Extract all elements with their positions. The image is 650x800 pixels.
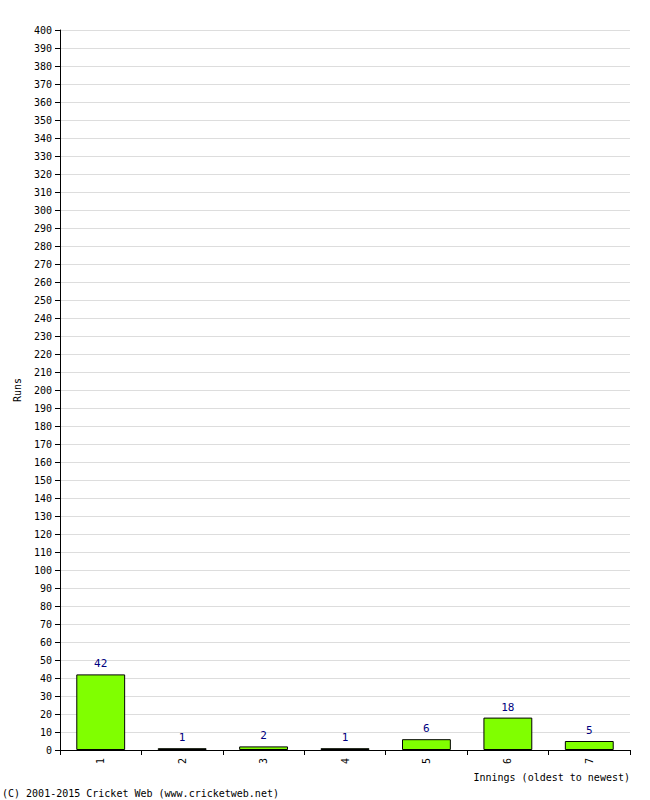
svg-text:1: 1 xyxy=(342,731,349,744)
svg-text:220: 220 xyxy=(34,349,52,360)
svg-text:230: 230 xyxy=(34,331,52,342)
svg-text:0: 0 xyxy=(46,745,52,756)
svg-text:130: 130 xyxy=(34,511,52,522)
svg-text:6: 6 xyxy=(502,758,513,764)
svg-text:110: 110 xyxy=(34,547,52,558)
svg-text:4: 4 xyxy=(340,758,351,764)
svg-text:160: 160 xyxy=(34,457,52,468)
svg-text:42: 42 xyxy=(94,657,107,670)
svg-text:370: 370 xyxy=(34,79,52,90)
svg-text:360: 360 xyxy=(34,97,52,108)
svg-text:3: 3 xyxy=(258,758,269,764)
svg-text:50: 50 xyxy=(40,655,52,666)
svg-text:340: 340 xyxy=(34,133,52,144)
svg-text:200: 200 xyxy=(34,385,52,396)
svg-text:1: 1 xyxy=(179,731,186,744)
svg-text:7: 7 xyxy=(584,758,595,764)
svg-text:120: 120 xyxy=(34,529,52,540)
svg-text:290: 290 xyxy=(34,223,52,234)
svg-text:2: 2 xyxy=(177,758,188,764)
svg-text:Runs: Runs xyxy=(12,378,23,402)
svg-text:380: 380 xyxy=(34,61,52,72)
svg-text:310: 310 xyxy=(34,187,52,198)
svg-text:390: 390 xyxy=(34,43,52,54)
svg-text:80: 80 xyxy=(40,601,52,612)
svg-text:5: 5 xyxy=(586,724,593,737)
svg-text:350: 350 xyxy=(34,115,52,126)
svg-text:6: 6 xyxy=(423,722,430,735)
svg-text:60: 60 xyxy=(40,637,52,648)
svg-text:300: 300 xyxy=(34,205,52,216)
svg-text:150: 150 xyxy=(34,475,52,486)
svg-text:2: 2 xyxy=(260,729,267,742)
svg-text:170: 170 xyxy=(34,439,52,450)
svg-text:260: 260 xyxy=(34,277,52,288)
svg-text:330: 330 xyxy=(34,151,52,162)
svg-text:5: 5 xyxy=(421,758,432,764)
svg-text:270: 270 xyxy=(34,259,52,270)
svg-text:1: 1 xyxy=(95,758,106,764)
svg-text:Innings (oldest to newest): Innings (oldest to newest) xyxy=(473,772,630,783)
svg-text:320: 320 xyxy=(34,169,52,180)
svg-text:400: 400 xyxy=(34,25,52,36)
svg-text:140: 140 xyxy=(34,493,52,504)
svg-text:30: 30 xyxy=(40,691,52,702)
svg-text:240: 240 xyxy=(34,313,52,324)
svg-text:18: 18 xyxy=(501,701,514,714)
svg-text:100: 100 xyxy=(34,565,52,576)
svg-text:90: 90 xyxy=(40,583,52,594)
svg-text:210: 210 xyxy=(34,367,52,378)
svg-text:190: 190 xyxy=(34,403,52,414)
svg-text:280: 280 xyxy=(34,241,52,252)
svg-text:70: 70 xyxy=(40,619,52,630)
svg-text:(C) 2001-2015 Cricket Web (www: (C) 2001-2015 Cricket Web (www.cricketwe… xyxy=(2,788,279,799)
svg-text:10: 10 xyxy=(40,727,52,738)
svg-text:180: 180 xyxy=(34,421,52,432)
svg-text:20: 20 xyxy=(40,709,52,720)
svg-text:250: 250 xyxy=(34,295,52,306)
svg-text:40: 40 xyxy=(40,673,52,684)
